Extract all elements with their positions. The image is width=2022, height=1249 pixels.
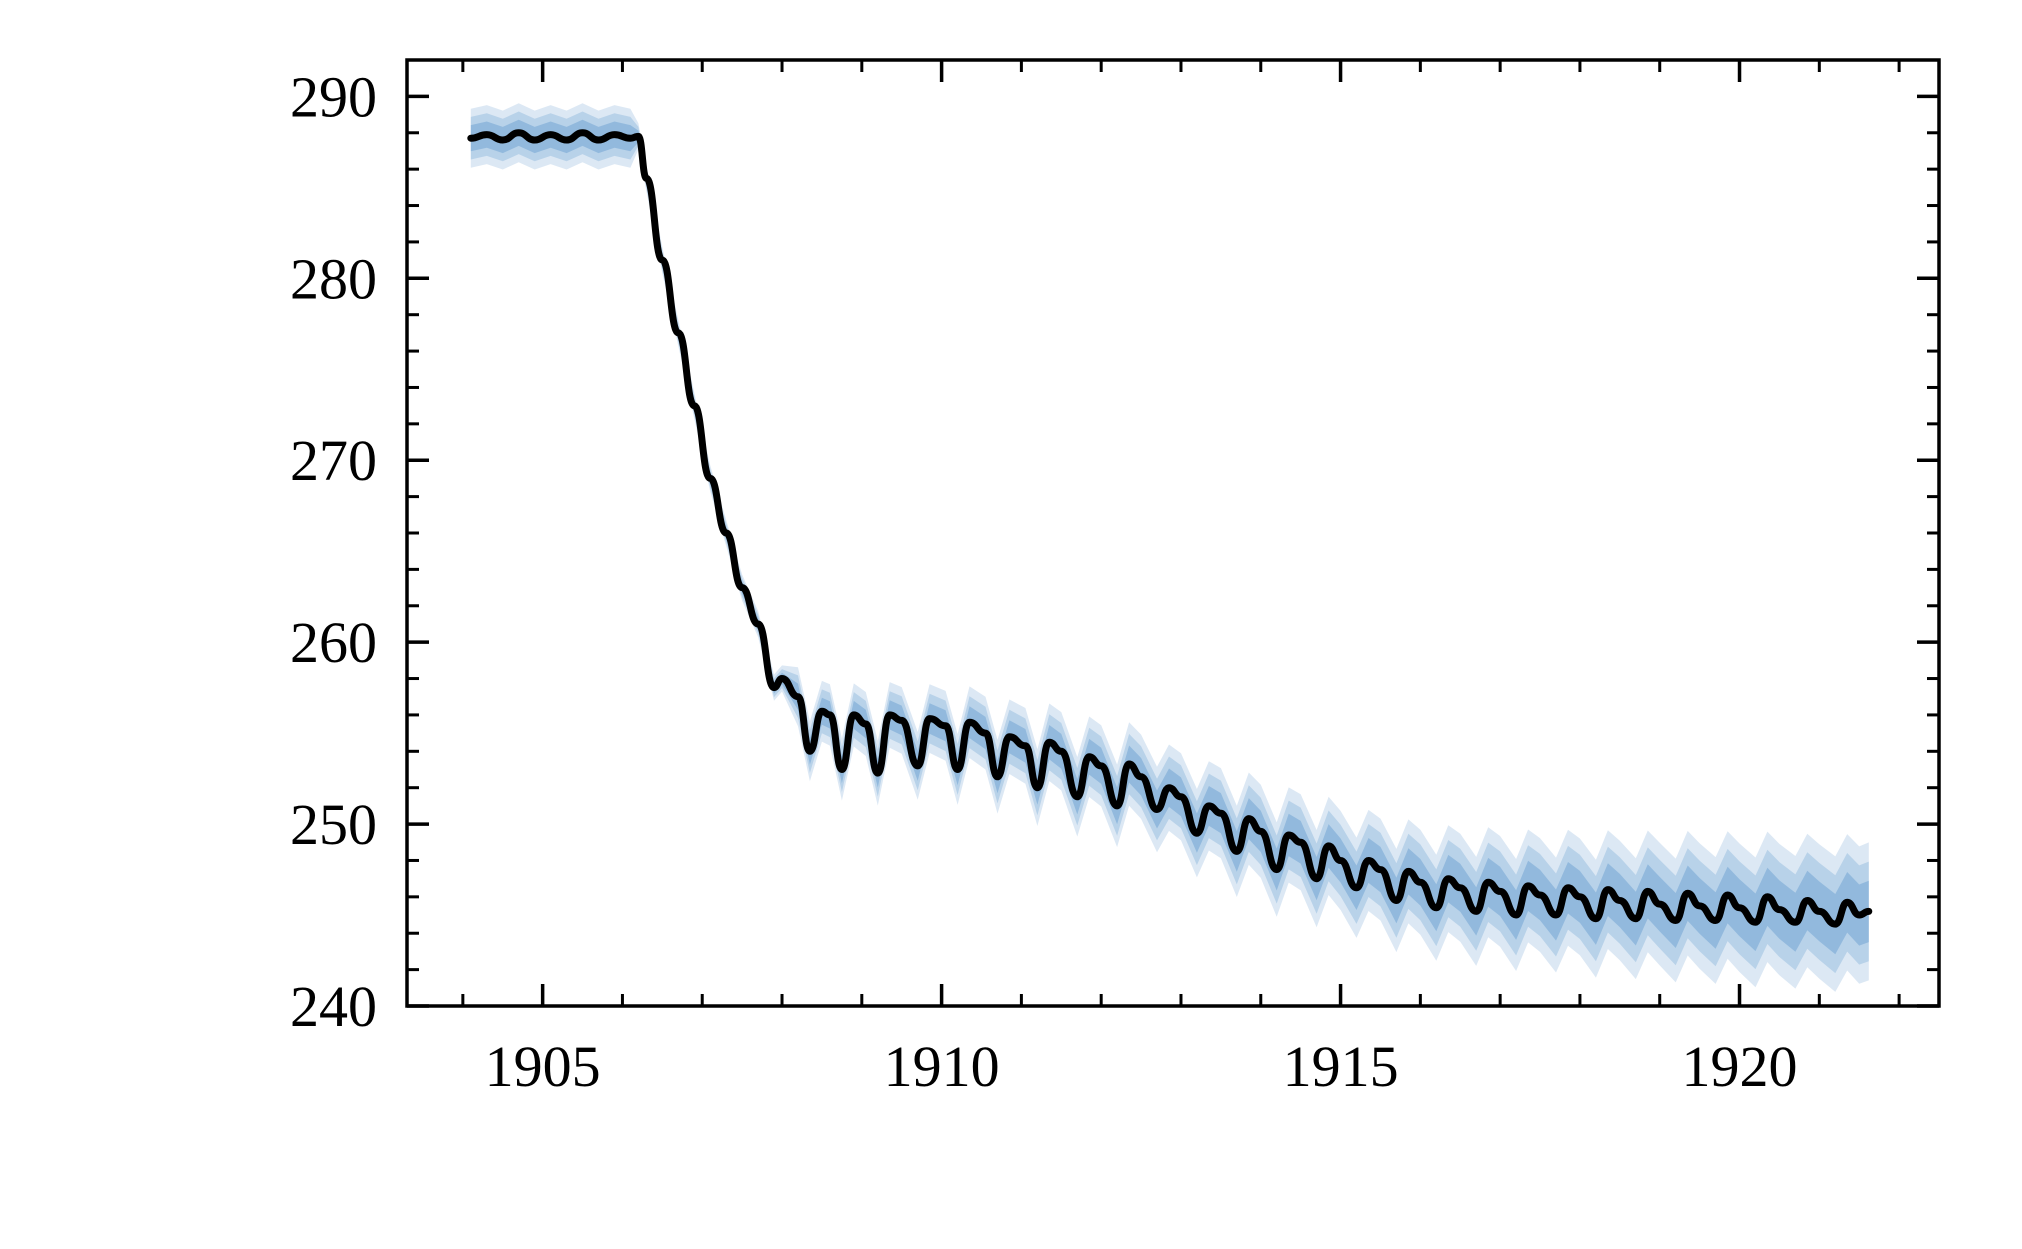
plot-frame <box>405 58 1941 1008</box>
tick-label-layer: 1905 1910 1915 1920 240 250 260 270 280 290 <box>290 64 1798 1099</box>
series-line-layer <box>467 129 1873 928</box>
tick-layer <box>407 58 1939 1008</box>
x-tick-label: 1920 <box>1682 1034 1798 1099</box>
x-tick-label: 1905 <box>485 1034 601 1099</box>
y-tick-label: 290 <box>290 64 377 129</box>
y-tick-label: 270 <box>290 428 377 493</box>
series-line <box>467 129 1873 928</box>
uncertainty-band-layer <box>470 103 1869 992</box>
uncertainty-band-1 <box>470 103 1869 992</box>
x-tick-label: 1915 <box>1283 1034 1399 1099</box>
y-tick-label: 280 <box>290 246 377 311</box>
uncertainty-band-2 <box>470 111 1869 974</box>
y-tick-label: 240 <box>290 974 377 1039</box>
x-tick-label: 1910 <box>884 1034 1000 1099</box>
y-tick-label: 250 <box>290 792 377 857</box>
y-tick-label: 260 <box>290 610 377 675</box>
